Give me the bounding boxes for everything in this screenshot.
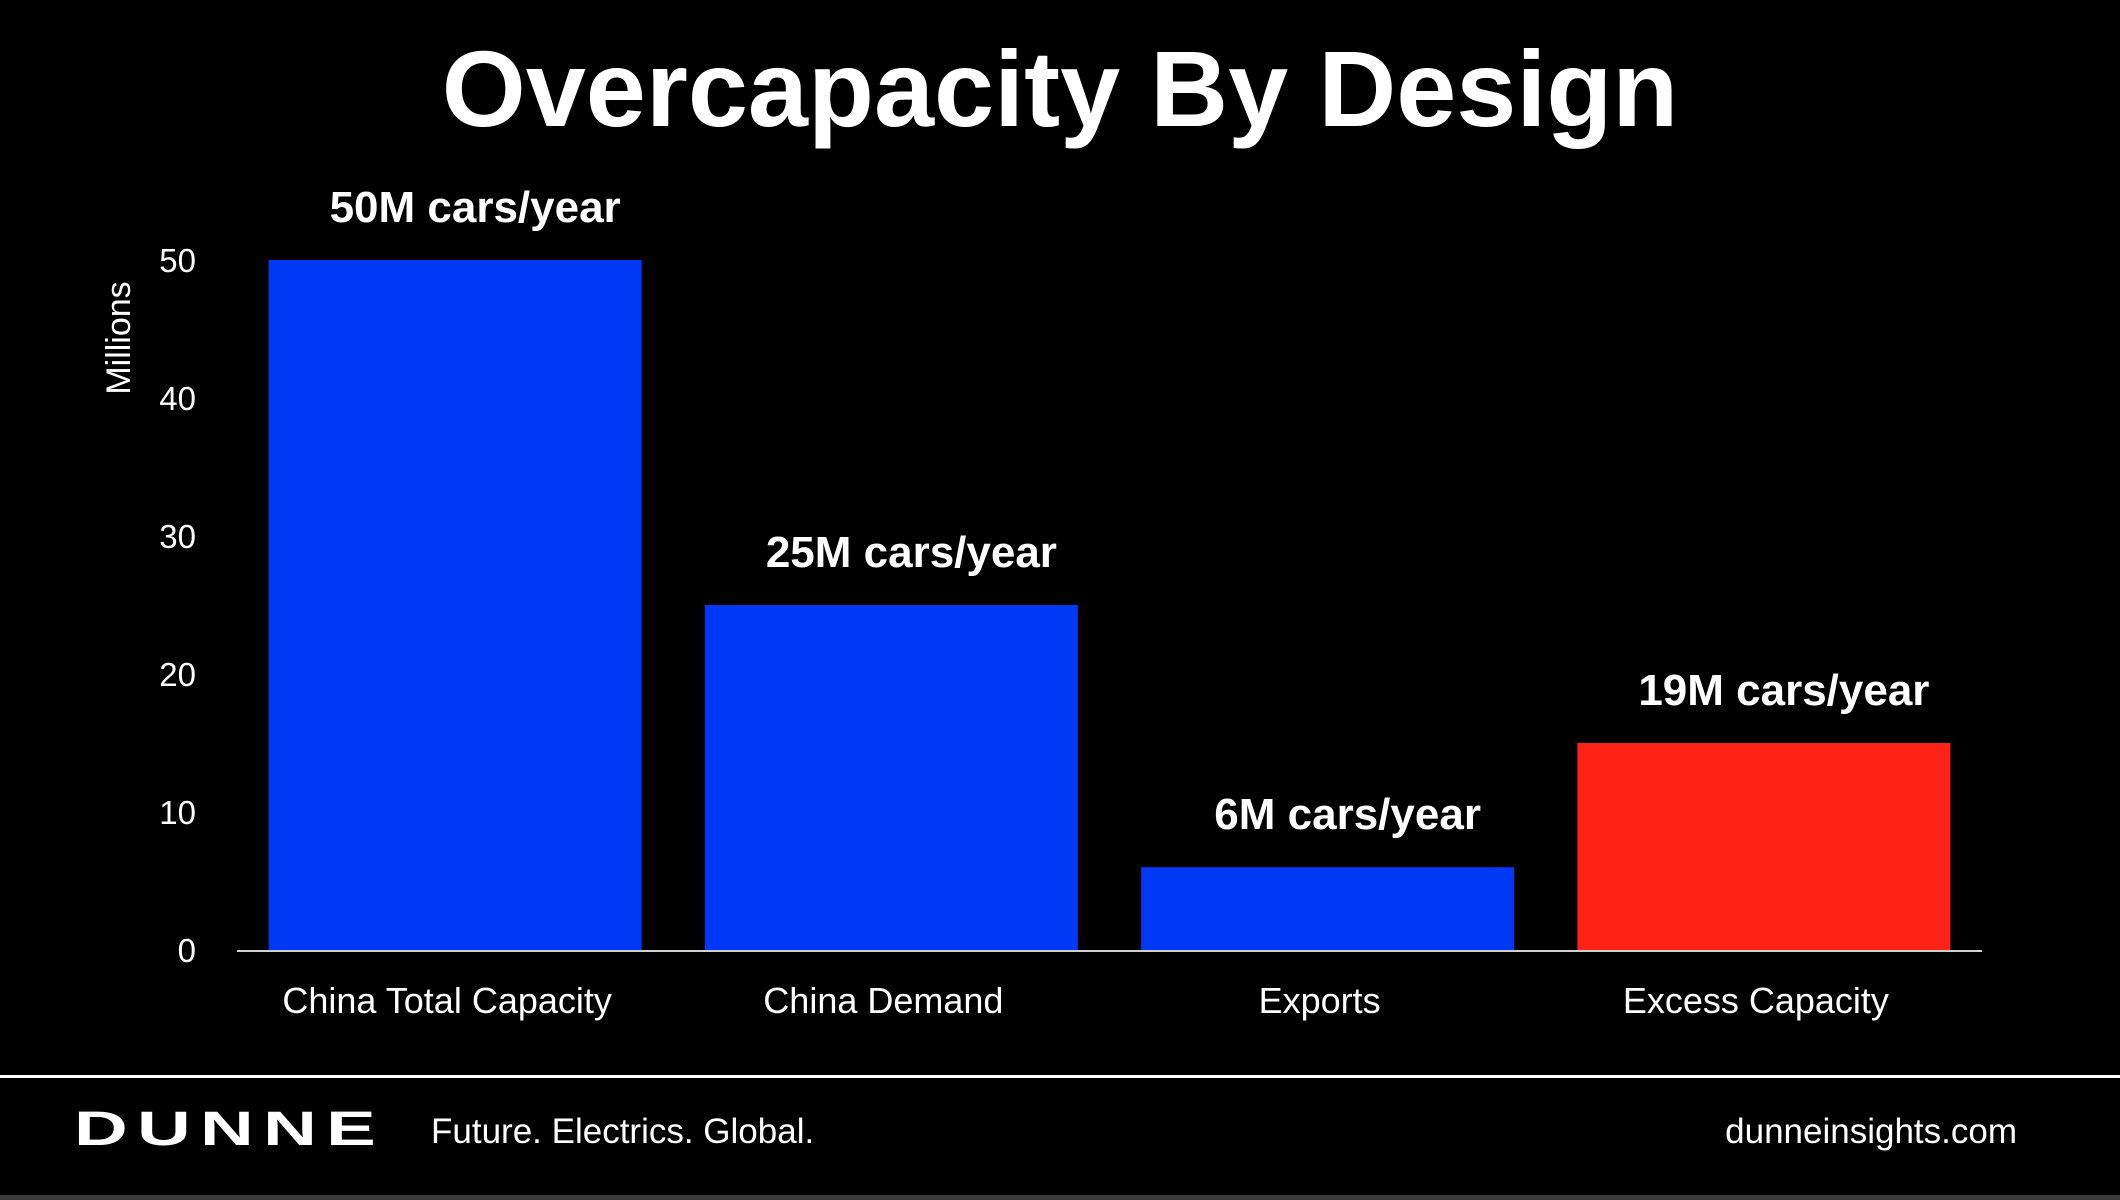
x-category-label: China Demand (763, 980, 1003, 1021)
data-label: 19M cars/year (1638, 666, 1929, 715)
y-tick-label: 30 (159, 518, 196, 555)
y-tick-label: 40 (159, 380, 196, 417)
x-category-label: China Total Capacity (282, 980, 612, 1021)
y-tick-label: 10 (159, 794, 196, 831)
bar (704, 605, 1078, 950)
y-tick-label: 0 (178, 932, 196, 969)
footer-url[interactable]: dunneinsights.com (1725, 1112, 2017, 1151)
bar (1141, 867, 1515, 950)
bar (1577, 743, 1951, 950)
y-tick-label: 20 (159, 656, 196, 693)
chart-title: Overcapacity By Design (442, 28, 1679, 149)
data-label: 25M cars/year (766, 528, 1057, 577)
bar-chart: Overcapacity By Design Millions 0 10 20 30 4… (100, 28, 1982, 1021)
data-label: 6M cars/year (1214, 790, 1481, 839)
footer-divider (0, 1075, 2120, 1078)
x-category-label: Exports (1259, 980, 1381, 1021)
data-label: 50M cars/year (330, 183, 621, 232)
bar (268, 260, 642, 950)
x-category-label: Excess Capacity (1623, 980, 1889, 1021)
footer-tagline: Future. Electrics. Global. (431, 1112, 815, 1151)
dunne-logo: DUNNE (74, 1103, 386, 1156)
y-axis-label: Millions (100, 281, 138, 394)
y-tick-label: 50 (159, 242, 196, 279)
bottom-strip (0, 1195, 2120, 1200)
